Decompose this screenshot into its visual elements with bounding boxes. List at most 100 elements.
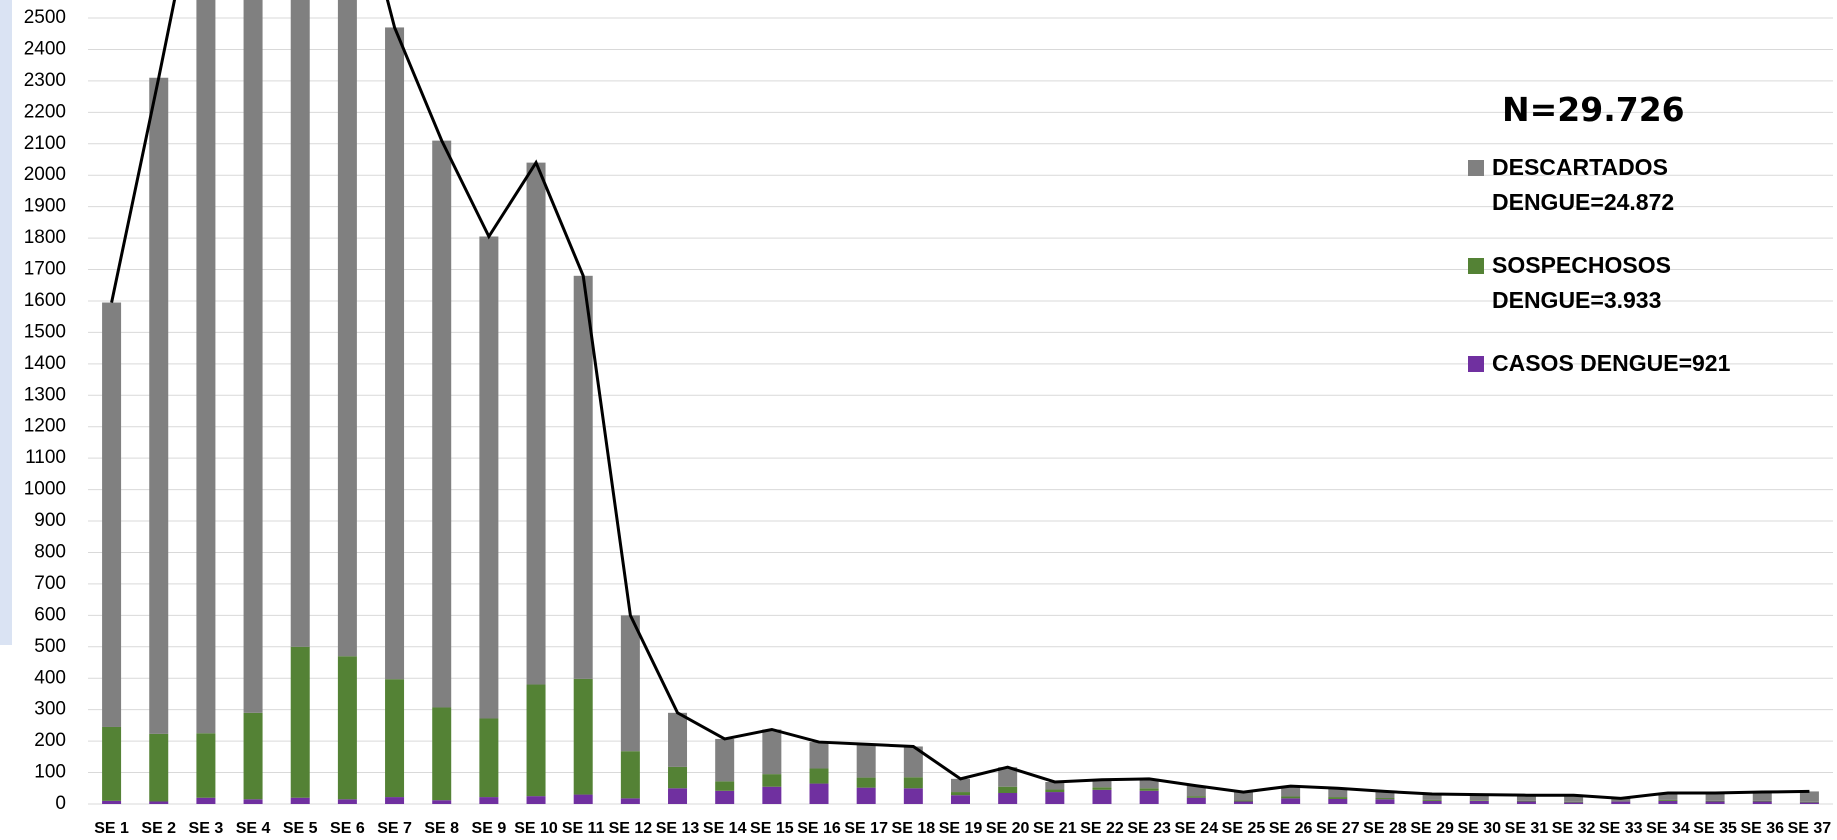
bar-segment <box>1752 792 1772 801</box>
x-tick-label: SE 16 <box>797 820 841 837</box>
x-tick-label: SE 12 <box>609 820 653 837</box>
bar-segment <box>1799 801 1819 803</box>
bar-segment <box>337 0 357 657</box>
bar-segment <box>290 646 310 798</box>
x-tick-label: SE 37 <box>1788 820 1832 837</box>
bar-segment <box>1422 793 1442 800</box>
bar-segment <box>1281 798 1301 804</box>
bar-segment <box>903 788 923 804</box>
legend-label: DESCARTADOS DENGUE=24.872 <box>1492 154 1675 215</box>
y-tick-label: 800 <box>34 541 66 562</box>
y-tick-label: 1800 <box>24 227 66 248</box>
bar-segment <box>290 0 310 647</box>
annotation: N=29.726 <box>1502 90 1685 129</box>
bar-segment <box>1233 792 1253 801</box>
side-strip <box>0 0 12 645</box>
y-tick-label: 1600 <box>24 290 66 311</box>
bar-segment <box>1658 800 1678 804</box>
bar-segment <box>951 792 970 796</box>
bar-segment <box>149 801 169 804</box>
bar-segment <box>715 738 735 782</box>
y-tick-label: 2400 <box>24 38 66 59</box>
x-tick-label: SE 25 <box>1222 820 1266 837</box>
x-tick-label: SE 4 <box>236 820 271 837</box>
bar-segment <box>1328 788 1348 798</box>
bar-segment <box>903 746 923 778</box>
bar-segment <box>1186 785 1206 797</box>
x-tick-label: SE 36 <box>1740 820 1784 837</box>
bar-segment <box>1469 800 1489 804</box>
x-tick-label: SE 32 <box>1552 820 1596 837</box>
bar-segment <box>526 162 546 685</box>
x-tick-label: SE 22 <box>1080 820 1124 837</box>
bar-segment <box>1092 779 1112 788</box>
bar-segment <box>715 781 735 791</box>
bar-segment <box>573 794 593 804</box>
bar-segment <box>1516 801 1536 804</box>
bar-segment <box>998 767 1018 787</box>
bar-segment <box>1139 790 1159 804</box>
x-tick-label: SE 21 <box>1033 820 1077 837</box>
bar-segment <box>1469 794 1489 801</box>
bar-segment <box>715 790 735 804</box>
bar-segment <box>432 140 452 708</box>
bar-segment <box>1516 800 1536 802</box>
x-tick-label: SE 3 <box>189 820 224 837</box>
x-tick-label: SE 14 <box>703 820 747 837</box>
bar-segment <box>1092 787 1112 790</box>
bar-segment <box>1375 791 1395 799</box>
bar-segment <box>1092 789 1112 804</box>
legend-label: SOSPECHOSOS DENGUE=3.933 <box>1492 252 1671 313</box>
legend-label: CASOS DENGUE=921 <box>1492 350 1731 376</box>
x-tick-label: SE 10 <box>514 820 558 837</box>
bar-segment <box>432 707 452 801</box>
x-tick-label: SE 9 <box>472 820 507 837</box>
bar-segment <box>620 615 640 752</box>
bar-segment <box>1045 781 1065 790</box>
bar-segment <box>620 751 640 799</box>
bar-segment <box>1233 801 1253 804</box>
bar-segment <box>1752 800 1772 802</box>
x-tick-label: SE 15 <box>750 820 794 837</box>
bar-segment <box>668 766 688 789</box>
bar-segment <box>102 800 122 804</box>
bar-segment <box>1564 801 1584 803</box>
x-tick-label: SE 35 <box>1693 820 1737 837</box>
bar-segment <box>1375 799 1395 804</box>
y-tick-label: 200 <box>34 730 66 751</box>
x-tick-label: SE 2 <box>141 820 176 837</box>
y-tick-label: 1200 <box>24 416 66 437</box>
bar-segment <box>196 0 216 734</box>
bar-segment <box>998 792 1018 804</box>
x-tick-label: SE 18 <box>892 820 936 837</box>
bar-segment <box>1139 788 1159 791</box>
bar-segment <box>243 0 263 713</box>
y-tick-label: 400 <box>34 667 66 688</box>
bar-segment <box>1186 797 1206 804</box>
bar-segment <box>1799 791 1819 802</box>
bar-segment <box>479 236 499 719</box>
y-tick-label: 900 <box>34 510 66 531</box>
bar-segment <box>762 786 782 804</box>
y-tick-label: 600 <box>34 604 66 625</box>
x-tick-label: SE 28 <box>1363 820 1407 837</box>
bar-segment <box>1658 799 1678 801</box>
x-tick-label: SE 8 <box>424 820 459 837</box>
bar-segment <box>856 744 876 778</box>
y-tick-label: 300 <box>34 699 66 720</box>
bar-segment <box>526 796 546 804</box>
bar-segment <box>1705 792 1725 801</box>
bar-segment <box>1422 799 1442 801</box>
bar-segment <box>856 777 876 788</box>
x-tick-label: SE 13 <box>656 820 700 837</box>
bar-segment <box>1564 802 1584 804</box>
bar-segment <box>196 733 216 798</box>
bar-segment <box>1281 786 1301 797</box>
y-tick-label: 1100 <box>25 447 66 468</box>
bar-segment <box>1328 797 1348 799</box>
bar-segment <box>1611 801 1631 804</box>
bar-segment <box>1045 792 1065 804</box>
x-tick-label: SE 6 <box>330 820 365 837</box>
